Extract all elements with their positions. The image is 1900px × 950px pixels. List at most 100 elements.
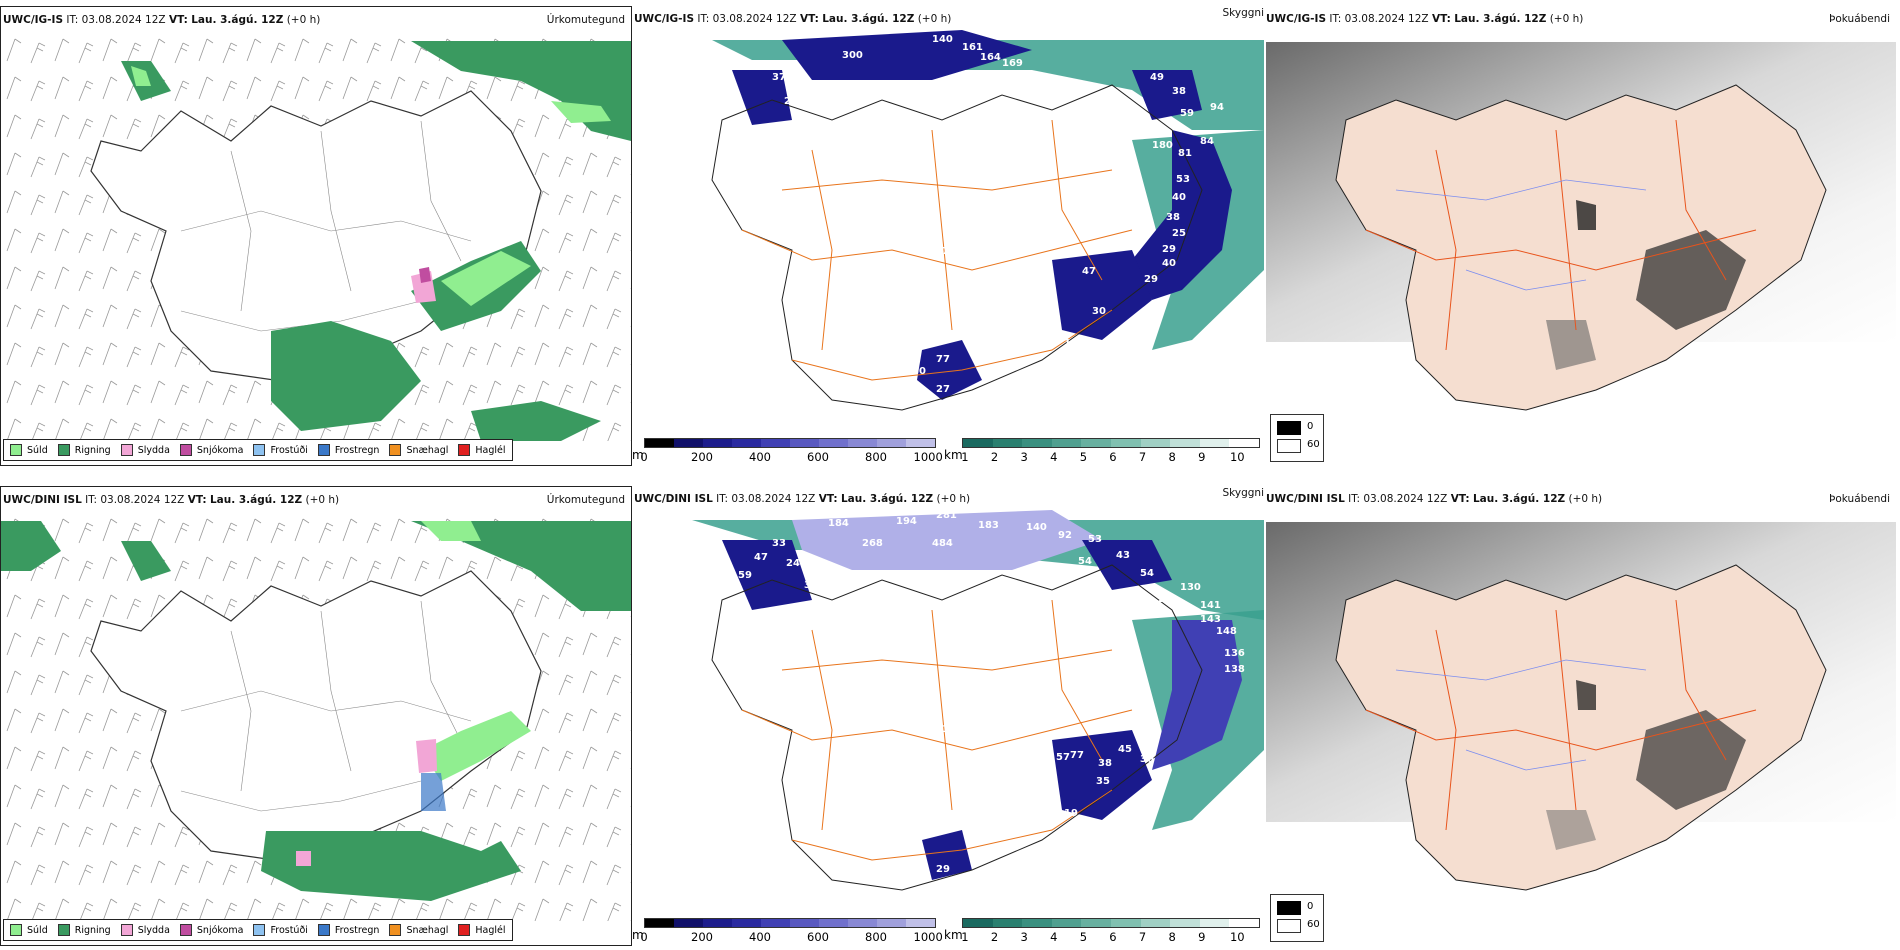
- cloud-label: 38: [1166, 212, 1180, 223]
- lead-offset: (+0 h): [1549, 13, 1584, 25]
- legend-item: Frostúði: [253, 444, 308, 456]
- valid-time: Lau. 3.ágú. 12Z: [1472, 493, 1566, 505]
- valid-time-label: VT:: [1431, 13, 1451, 25]
- legend-item: Frostregn: [317, 924, 379, 936]
- legend-swatch: [389, 924, 402, 936]
- legend-swatch: [57, 444, 70, 456]
- cloud-label: 53: [1088, 534, 1102, 545]
- precip-type-panel: UWC/IG-IS IT: 03.08.2024 12Z VT: Lau. 3.…: [0, 6, 632, 466]
- colorbar-tick: 9: [1198, 450, 1206, 464]
- fog-legend-max: 60: [1307, 439, 1320, 450]
- cloud-label: 138: [1224, 664, 1245, 675]
- panel-header: UWC/IG-IS IT: 03.08.2024 12Z VT: Lau. 3.…: [634, 7, 1264, 26]
- legend-item: Rigning: [57, 444, 111, 456]
- colorbar-tick: 3: [1020, 450, 1028, 464]
- colorbar-tick: 4: [1050, 930, 1058, 944]
- precip-type-legend: Súld Rigning Slydda Snjókoma Frostúði Fr…: [3, 919, 513, 941]
- cloud-label: 35: [1096, 776, 1110, 787]
- visibility-colorbar: km 1 2 3 4 5 6 7 8 9 10: [944, 914, 1260, 944]
- visibility-map[interactable]: 184 194 281 183 140 92 53 268 484 54 43 …: [632, 510, 1264, 910]
- cloud-label: 84: [1200, 136, 1214, 147]
- legend-item: Haglél: [458, 444, 506, 456]
- cloud-label: 26: [784, 96, 798, 107]
- cloud-label: 43: [1116, 550, 1130, 561]
- legend-item: Frostúði: [253, 924, 308, 936]
- cloud-label: 37: [772, 72, 786, 83]
- valid-time-label: VT:: [1450, 493, 1470, 505]
- cloud-label: 268: [862, 538, 883, 549]
- row-ig-is: UWC/IG-IS IT: 03.08.2024 12Z VT: Lau. 3.…: [0, 6, 1900, 466]
- legend-label: Súld: [27, 444, 48, 456]
- legend-item: Haglél: [458, 924, 506, 936]
- cloud-label: 25: [1172, 228, 1186, 239]
- fog-map[interactable]: [1266, 510, 1896, 910]
- legend-label: Súld: [27, 924, 48, 936]
- cloud-label: 140: [932, 34, 953, 45]
- colorbar-tick: 2: [990, 930, 999, 944]
- cloud-label: 33: [772, 538, 786, 549]
- model-name: UWC/DINI ISL: [1266, 493, 1345, 505]
- colorbar-tick: 5: [1079, 930, 1088, 944]
- cloud-label: 19: [1064, 338, 1078, 349]
- fog-legend-dark-swatch: [1277, 421, 1301, 435]
- cloud-label: 81: [1178, 148, 1192, 159]
- fog-index-panel: UWC/DINI ISL IT: 03.08.2024 12Z VT: Lau.…: [1264, 486, 1900, 946]
- fog-legend-max: 60: [1307, 919, 1320, 930]
- visibility-panel: UWC/IG-IS IT: 03.08.2024 12Z VT: Lau. 3.…: [632, 6, 1264, 466]
- legend-swatch: [458, 924, 471, 936]
- cloud-label: 47: [1082, 266, 1096, 277]
- model-name: UWC/DINI ISL: [634, 493, 713, 505]
- cloud-label: 180: [1152, 140, 1173, 151]
- colorbar-tick: 9: [1198, 930, 1206, 944]
- panel-title: Úrkomutegund: [546, 14, 625, 26]
- panel-title: Þokuábendi: [1829, 493, 1890, 505]
- cloud-label: 164: [980, 52, 1001, 63]
- panel-title: Úrkomutegund: [546, 494, 625, 506]
- colorbar-unit: m: [632, 448, 644, 462]
- legend-swatch: [253, 444, 266, 456]
- colorbar-tick: 8: [1168, 930, 1176, 944]
- panel-header: UWC/DINI ISL IT: 03.08.2024 12Z VT: Lau.…: [3, 493, 625, 507]
- lead-offset: (+0 h): [936, 493, 971, 505]
- legend-label: Slydda: [137, 924, 170, 936]
- panel-header: UWC/DINI ISL IT: 03.08.2024 12Z VT: Lau.…: [634, 487, 1264, 506]
- visibility-map[interactable]: 300 140 161 164 169 37 26 49 38 94 59 84…: [632, 30, 1264, 430]
- cloud-label: 57: [1056, 752, 1070, 763]
- colorbar-tick: 6: [1109, 450, 1117, 464]
- cloud-label: 29: [1162, 244, 1176, 255]
- fog-legend-min: 0: [1307, 421, 1314, 432]
- cloud-label: 53: [1176, 174, 1190, 185]
- cloud-label: 29: [1144, 274, 1158, 285]
- colorbar-gradient: [644, 918, 936, 928]
- cloud-label: 77: [936, 354, 950, 365]
- cloud-label: 194: [896, 516, 917, 527]
- legend-item: Slydda: [120, 924, 170, 936]
- legend-label: Haglél: [475, 924, 506, 936]
- precip-map[interactable]: [1, 511, 631, 921]
- colorbar-tick: 200: [691, 450, 713, 464]
- cloud-label: 49: [1150, 72, 1164, 83]
- precip-type-legend: Súld Rigning Slydda Snjókoma Frostúði Fr…: [3, 439, 513, 461]
- cloud-label: 92: [1058, 530, 1072, 541]
- panel-header: UWC/DINI ISL IT: 03.08.2024 12Z VT: Lau.…: [1266, 492, 1894, 506]
- cloud-label: 184: [828, 518, 849, 529]
- legend-swatch: [179, 444, 192, 456]
- iceland-outline: [1335, 84, 1827, 411]
- model-name: UWC/IG-IS: [1266, 13, 1327, 25]
- fog-legend: 0 60: [1270, 894, 1324, 942]
- legend-item: Snæhagl: [389, 924, 448, 936]
- lead-offset: (+0 h): [1568, 493, 1603, 505]
- valid-time: Lau. 3.ágú. 12Z: [191, 14, 284, 26]
- cloud-label: 29: [936, 864, 950, 875]
- legend-item: Súld: [10, 924, 48, 936]
- iceland-outline: [711, 84, 1203, 411]
- precip-map[interactable]: [1, 31, 631, 441]
- cloud-label: 77: [1070, 750, 1084, 761]
- fog-map[interactable]: [1266, 30, 1896, 430]
- colorbar-ticks: 1 2 3 4 5 6 7 8 9 10: [961, 450, 1258, 464]
- colorbar-tick: 7: [1138, 930, 1147, 944]
- init-time: IT: 03.08.2024 12Z: [697, 13, 797, 25]
- iceland-outline: [1335, 564, 1827, 891]
- colorbar-gradient: [962, 918, 1260, 928]
- legend-swatch: [389, 444, 402, 456]
